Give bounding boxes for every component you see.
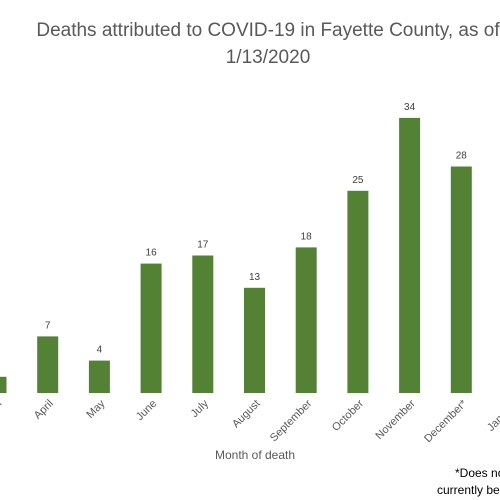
x-tick-label-september: September (268, 397, 315, 444)
bar-july (192, 255, 214, 393)
bar-september (295, 247, 317, 393)
x-tick-label-march: March (0, 398, 4, 428)
x-tick-label-november: November (373, 397, 418, 442)
x-axis-title: Month of death (215, 448, 295, 462)
data-labels-layer: 27416171318253428 (45, 102, 468, 356)
data-label-october: 25 (352, 175, 364, 186)
bar-december (450, 166, 472, 393)
data-label-december: 28 (456, 151, 468, 162)
bar-march (0, 376, 7, 393)
x-tick-label-january: January (485, 397, 500, 434)
bar-april (37, 336, 59, 393)
chart-title-line1: Deaths attributed to COVID-19 in Fayette… (36, 20, 500, 41)
x-tick-label-october: October (330, 397, 366, 433)
chart-title-line2: 1/13/2020 (226, 47, 311, 68)
footnote-line2: currently be (437, 483, 500, 497)
x-tick-labels-layer: March April May June July August September Octo… (0, 397, 500, 445)
data-label-may: 4 (97, 345, 103, 356)
x-tick-label-december: December* (422, 397, 470, 445)
data-label-june: 16 (146, 248, 158, 259)
data-label-september: 18 (301, 231, 313, 242)
x-tick-label-april: April (32, 398, 56, 422)
bar-august (244, 287, 265, 393)
x-tick-label-june: June (134, 398, 159, 423)
data-label-july: 17 (197, 240, 209, 251)
bar-june (140, 263, 162, 393)
bars-layer (0, 117, 472, 394)
data-label-august: 13 (249, 272, 261, 283)
data-label-november: 34 (404, 102, 416, 113)
footnote-line1: *Does no (455, 466, 500, 480)
x-tick-label-july: July (189, 397, 212, 420)
x-tick-label-may: May (84, 397, 108, 421)
data-label-april: 7 (45, 320, 51, 331)
bar-october (347, 190, 369, 394)
bar-may (88, 360, 110, 393)
bar-november (399, 117, 421, 394)
x-tick-label-august: August (230, 398, 263, 431)
